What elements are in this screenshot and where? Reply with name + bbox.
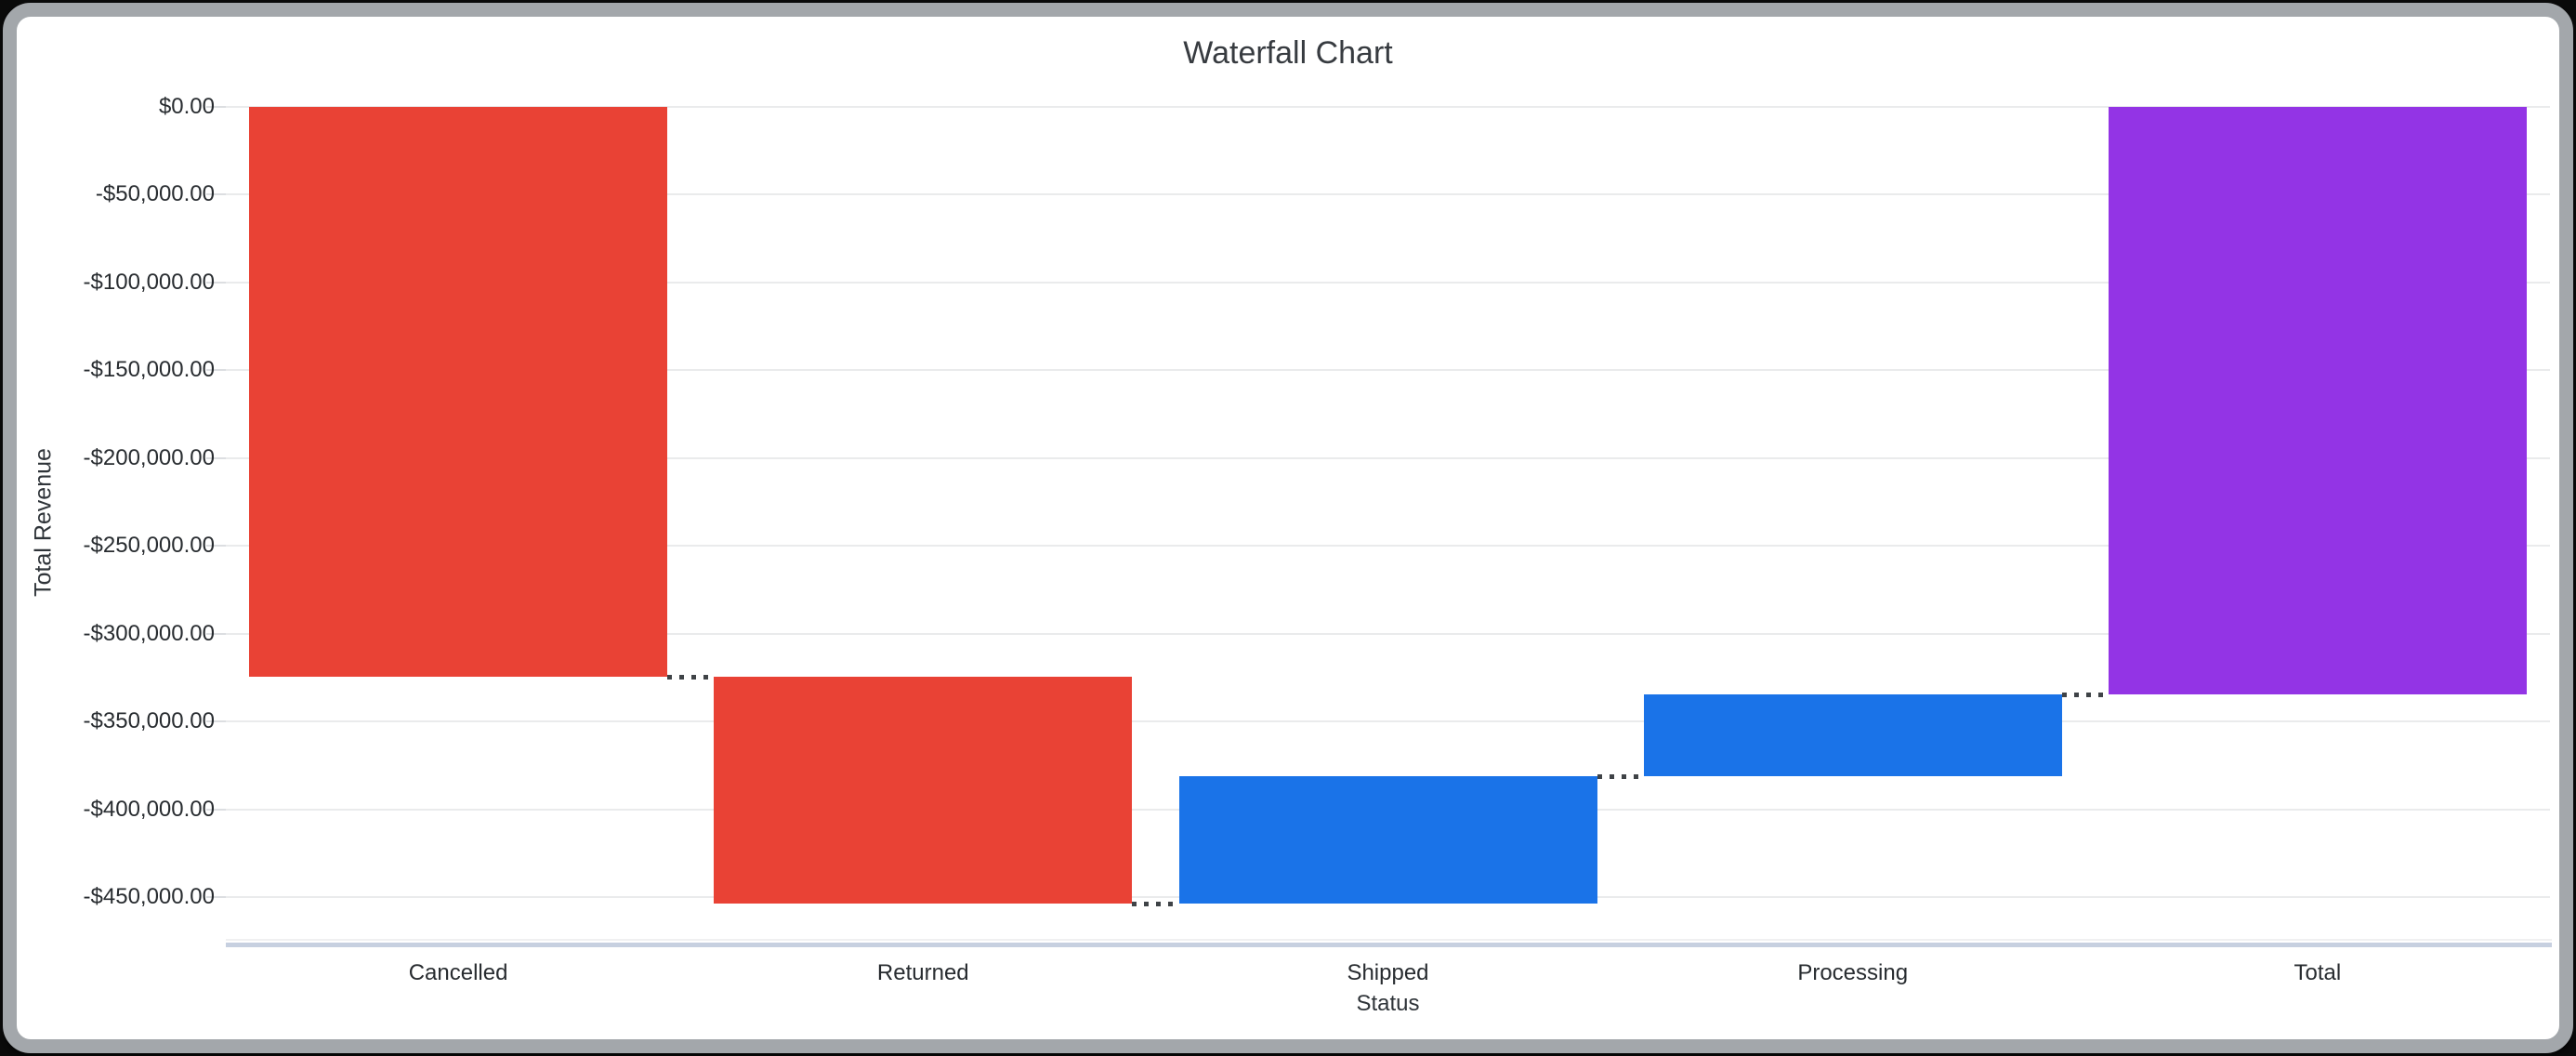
waterfall-connector bbox=[2061, 693, 2109, 698]
y-tick bbox=[206, 808, 226, 811]
y-tick-label: -$200,000.00 bbox=[83, 444, 215, 470]
bar-total[interactable] bbox=[2108, 107, 2527, 695]
y-gridline bbox=[226, 369, 2550, 372]
x-axis-line bbox=[226, 943, 2552, 947]
x-category-label: Total bbox=[2293, 960, 2342, 985]
plot-bottom-line bbox=[226, 939, 2552, 941]
y-tick bbox=[206, 369, 226, 372]
y-gridline bbox=[226, 193, 2550, 196]
x-axis-title: Status bbox=[1356, 991, 1420, 1016]
y-tick-label: -$400,000.00 bbox=[83, 796, 215, 822]
waterfall-connector bbox=[1597, 774, 1644, 780]
x-category-label: Returned bbox=[876, 960, 969, 985]
y-tick bbox=[206, 106, 226, 108]
bar-returned[interactable] bbox=[714, 676, 1133, 904]
y-gridline bbox=[226, 456, 2550, 459]
y-gridline bbox=[226, 720, 2550, 723]
y-tick bbox=[206, 456, 226, 459]
bar-shipped[interactable] bbox=[1178, 776, 1597, 904]
y-gridline bbox=[226, 632, 2550, 635]
chart-title: Waterfall Chart bbox=[1183, 35, 1393, 71]
bar-cancelled[interactable] bbox=[249, 107, 668, 677]
y-tick-label: $0.00 bbox=[158, 94, 215, 119]
x-category-label: Shipped bbox=[1347, 960, 1429, 985]
y-tick-label: -$350,000.00 bbox=[83, 708, 215, 734]
y-tick-label: -$300,000.00 bbox=[83, 620, 215, 646]
y-gridline bbox=[226, 281, 2550, 284]
waterfall-connector bbox=[1132, 901, 1179, 906]
y-tick-label: -$100,000.00 bbox=[83, 269, 215, 295]
y-tick bbox=[206, 632, 226, 635]
bar-processing[interactable] bbox=[1643, 694, 2062, 777]
x-category-label: Cancelled bbox=[408, 960, 508, 985]
y-tick bbox=[206, 545, 226, 548]
y-tick bbox=[206, 193, 226, 196]
y-tick bbox=[206, 281, 226, 284]
y-tick bbox=[206, 896, 226, 898]
x-category-label: Processing bbox=[1797, 960, 1909, 985]
y-tick-label: -$450,000.00 bbox=[83, 884, 215, 909]
y-tick-label: -$250,000.00 bbox=[83, 533, 215, 559]
y-tick-label: -$50,000.00 bbox=[95, 181, 215, 207]
y-tick-label: -$150,000.00 bbox=[83, 357, 215, 383]
y-gridline bbox=[226, 545, 2550, 548]
y-gridline bbox=[226, 106, 2550, 108]
waterfall-connector bbox=[667, 674, 715, 680]
y-tick bbox=[206, 720, 226, 723]
